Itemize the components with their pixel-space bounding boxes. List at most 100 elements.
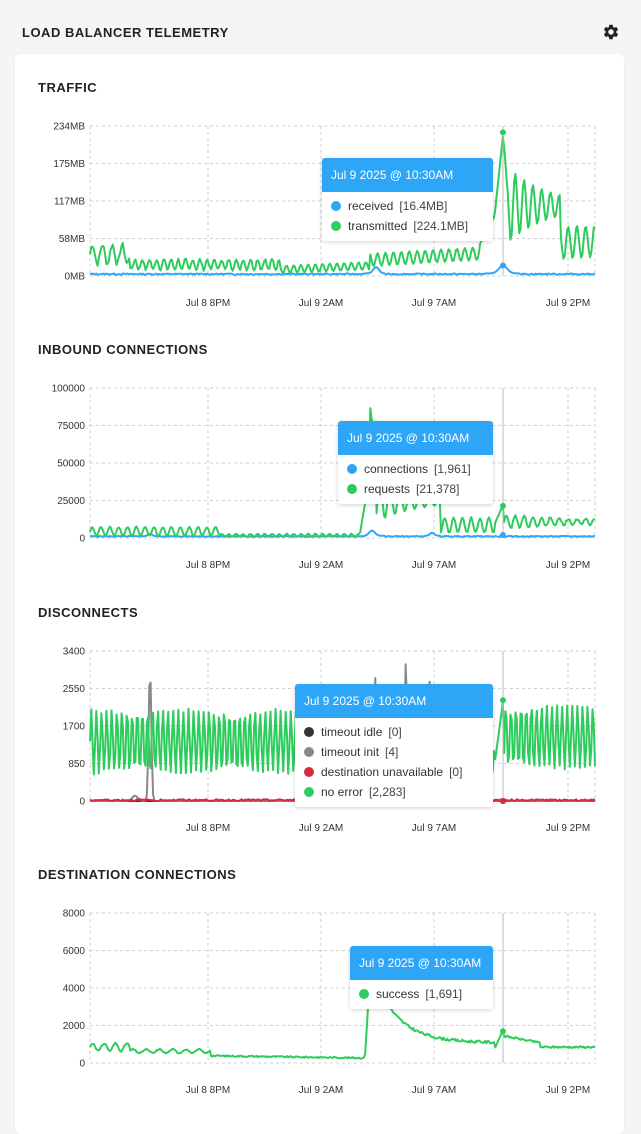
chart-tooltip: Jul 9 2025 @ 10:30AM success [1,691] xyxy=(350,946,493,1009)
tooltip-row: timeout init [4] xyxy=(295,742,493,762)
inbound-connections-panel: INBOUND CONNECTIONS 0 25000 50000 75000 1000… xyxy=(0,342,641,604)
tooltip-series-name: no error xyxy=(321,785,364,799)
tooltip-row: timeout idle [0] xyxy=(295,722,493,742)
tooltip-series-value: [2,283] xyxy=(369,785,406,799)
tooltip-row: no error [2,283] xyxy=(295,782,493,802)
y-tick-label: 3400 xyxy=(63,647,86,658)
chart-tooltip: Jul 9 2025 @ 10:30AM received [16.4MB] tran… xyxy=(322,158,493,241)
y-tick-label: 2000 xyxy=(63,1021,86,1032)
x-tick-label: Jul 8 8PM xyxy=(186,560,230,571)
x-tick-label: Jul 9 2AM xyxy=(299,823,343,834)
tooltip-series-name: timeout idle xyxy=(321,725,383,739)
legend-dot-icon xyxy=(347,484,357,494)
hover-point xyxy=(500,262,506,269)
legend-dot-icon xyxy=(347,464,357,474)
tooltip-series-value: [21,378] xyxy=(416,482,460,496)
series-line-transmitted xyxy=(89,135,596,275)
tooltip-series-name: transmitted xyxy=(348,219,408,233)
hover-point xyxy=(500,697,506,704)
x-tick-label: Jul 9 2AM xyxy=(299,560,343,571)
hover-point xyxy=(500,1028,506,1035)
x-tick-label: Jul 9 7AM xyxy=(412,1085,456,1096)
panel-title: DISCONNECTS xyxy=(38,605,139,620)
legend-dot-icon xyxy=(331,221,341,231)
y-tick-label: 117MB xyxy=(54,197,85,208)
series-line-requests xyxy=(89,407,596,539)
traffic-panel: TRAFFIC 0MB 58MB 117MB 175MB 234MB Jul 8 8PM J… xyxy=(0,80,641,342)
y-tick-label: 2550 xyxy=(63,684,86,695)
x-tick-label: Jul 9 2PM xyxy=(546,298,590,309)
tooltip-time: Jul 9 2025 @ 10:30AM xyxy=(322,158,493,192)
gear-icon[interactable] xyxy=(602,23,620,41)
page-header: LOAD BALANCER TELEMETRY xyxy=(0,0,641,54)
tooltip-row: transmitted [224.1MB] xyxy=(322,216,493,236)
y-tick-label: 6000 xyxy=(63,946,86,957)
y-tick-label: 1700 xyxy=(63,722,86,733)
legend-dot-icon xyxy=(304,727,314,737)
disconnects-panel: DISCONNECTS 0 850 1700 2550 3400 Jul 8 8PM Jul… xyxy=(0,605,641,867)
chart-grid xyxy=(89,912,596,1064)
panel-title: TRAFFIC xyxy=(38,80,98,95)
tooltip-series-value: [0] xyxy=(449,765,463,779)
x-tick-label: Jul 9 7AM xyxy=(412,823,456,834)
y-tick-label: 0 xyxy=(79,534,85,545)
x-tick-label: Jul 9 2AM xyxy=(299,298,343,309)
tooltip-row: destination unavailable [0] xyxy=(295,762,493,782)
chart-tooltip: Jul 9 2025 @ 10:30AM connections [1,961] re… xyxy=(338,421,493,504)
y-tick-label: 0 xyxy=(79,797,85,808)
y-tick-label: 850 xyxy=(68,759,85,770)
y-tick-label: 8000 xyxy=(63,909,86,920)
y-tick-label: 75000 xyxy=(57,421,85,432)
chart-tooltip: Jul 9 2025 @ 10:30AM timeout idle [0] timeo… xyxy=(295,684,493,807)
telemetry-card xyxy=(15,54,624,1134)
destination-connections-panel: DESTINATION CONNECTIONS 0 2000 4000 6000 800… xyxy=(0,867,641,1129)
y-tick-label: 4000 xyxy=(63,984,86,995)
x-tick-label: Jul 8 8PM xyxy=(186,298,230,309)
inbound-connections-chart[interactable]: 0 25000 50000 75000 100000 Jul 8 8PM Jul 9 2AM… xyxy=(0,342,641,604)
hover-point xyxy=(500,502,506,509)
x-tick-label: Jul 9 2PM xyxy=(546,823,590,834)
tooltip-series-name: success xyxy=(376,987,420,1001)
tooltip-series-value: [4] xyxy=(385,745,399,759)
tooltip-series-name: timeout init xyxy=(321,745,380,759)
y-tick-label: 0MB xyxy=(64,272,85,283)
tooltip-time: Jul 9 2025 @ 10:30AM xyxy=(350,946,493,980)
series-line-success xyxy=(89,946,596,1060)
tooltip-series-name: connections xyxy=(364,462,429,476)
legend-dot-icon xyxy=(304,747,314,757)
y-tick-label: 175MB xyxy=(53,159,85,170)
series-line-received xyxy=(89,264,596,276)
tooltip-time: Jul 9 2025 @ 10:30AM xyxy=(295,684,493,718)
legend-dot-icon xyxy=(359,989,369,999)
tooltip-series-name: received xyxy=(348,199,394,213)
tooltip-series-value: [224.1MB] xyxy=(413,219,469,233)
y-tick-label: 25000 xyxy=(57,496,85,507)
x-tick-label: Jul 9 7AM xyxy=(412,560,456,571)
tooltip-series-value: [1,691] xyxy=(425,987,463,1001)
y-tick-label: 234MB xyxy=(53,122,85,133)
tooltip-series-name: requests xyxy=(364,482,411,496)
tooltip-row: received [16.4MB] xyxy=(322,196,493,216)
panel-title: DESTINATION CONNECTIONS xyxy=(38,867,237,882)
x-tick-label: Jul 8 8PM xyxy=(186,823,230,834)
tooltip-series-value: [1,961] xyxy=(434,462,471,476)
x-tick-label: Jul 9 2PM xyxy=(546,560,590,571)
hover-point xyxy=(500,129,506,136)
tooltip-series-name: destination unavailable xyxy=(321,765,444,779)
tooltip-series-value: [0] xyxy=(388,725,402,739)
y-tick-label: 50000 xyxy=(57,459,85,470)
legend-dot-icon xyxy=(304,767,314,777)
traffic-chart[interactable]: 0MB 58MB 117MB 175MB 234MB Jul 8 8PM Jul 9 2AM… xyxy=(0,80,641,342)
x-tick-label: Jul 9 2AM xyxy=(299,1085,343,1096)
panel-title: INBOUND CONNECTIONS xyxy=(38,342,208,357)
y-tick-label: 58MB xyxy=(59,234,85,245)
tooltip-time: Jul 9 2025 @ 10:30AM xyxy=(338,421,493,455)
x-tick-label: Jul 8 8PM xyxy=(186,1085,230,1096)
hover-point xyxy=(500,798,506,804)
tooltip-row: success [1,691] xyxy=(350,984,493,1004)
x-tick-label: Jul 9 2PM xyxy=(546,1085,590,1096)
page-title: LOAD BALANCER TELEMETRY xyxy=(22,25,229,40)
y-tick-label: 0 xyxy=(79,1059,85,1070)
destination-connections-chart[interactable]: 0 2000 4000 6000 8000 Jul 8 8PM Jul 9 2AM Jul 9… xyxy=(0,867,641,1129)
legend-dot-icon xyxy=(331,201,341,211)
